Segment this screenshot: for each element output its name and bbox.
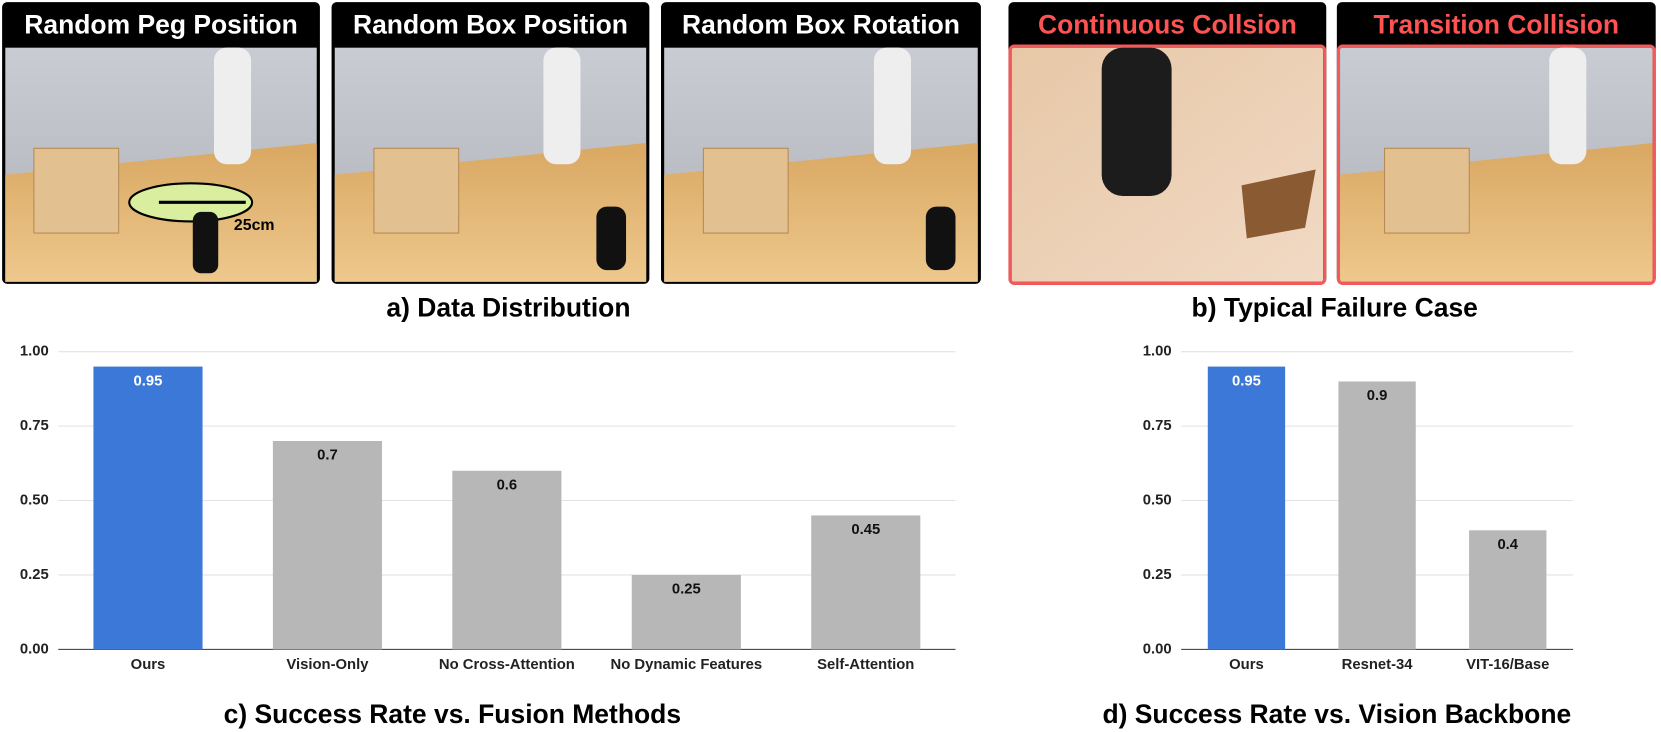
value-label: 0.4 [1497, 537, 1518, 553]
y-tick-label: 0.50 [20, 492, 49, 508]
peg [925, 206, 956, 271]
panel-title: Random Box Position [353, 9, 628, 39]
x-tick-label: No Cross-Attention [439, 657, 575, 673]
robot-arm [213, 47, 252, 165]
box [33, 147, 120, 234]
panel-title: Random Box Rotation [682, 9, 960, 39]
y-tick-label: 0.75 [20, 418, 49, 434]
box [702, 147, 789, 234]
x-tick-label: No Dynamic Features [611, 657, 763, 673]
peg [596, 206, 627, 271]
y-tick-label: 0.50 [1143, 492, 1172, 508]
hole [1241, 169, 1316, 239]
chart-title: d) Success Rate vs. Vision Backbone [1102, 699, 1571, 729]
y-tick-label: 1.00 [20, 344, 49, 360]
y-tick-label: 1.00 [1143, 344, 1172, 360]
bar [1338, 381, 1416, 650]
x-tick-label: Vision-Only [286, 657, 369, 673]
caption: a) Data Distribution [386, 292, 630, 322]
chart-title: c) Success Rate vs. Fusion Methods [224, 699, 681, 729]
annotation: 25cm [234, 217, 275, 234]
x-tick-label: Ours [131, 657, 166, 673]
box [373, 147, 460, 234]
y-tick-label: 0.25 [20, 567, 49, 583]
value-label: 0.95 [134, 373, 163, 389]
bar [1207, 366, 1286, 650]
x-tick-label: Ours [1229, 657, 1264, 673]
x-tick-label: Resnet-34 [1342, 657, 1414, 673]
peg [192, 211, 219, 274]
bar [452, 470, 562, 650]
x-tick-label: Self-Attention [817, 657, 914, 673]
value-label: 0.7 [317, 448, 338, 464]
bar [811, 515, 921, 650]
value-label: 0.95 [1232, 373, 1261, 389]
failure-border [1336, 44, 1656, 285]
peg [1101, 47, 1172, 196]
bar [272, 440, 382, 650]
y-tick-label: 0.00 [20, 641, 49, 657]
x-tick-label: VIT-16/Base [1466, 657, 1549, 673]
bar [1469, 530, 1547, 650]
y-tick-label: 0.25 [1143, 567, 1172, 583]
box [1383, 147, 1470, 234]
bar [93, 366, 203, 650]
panel-title: Continuous Collsion [1038, 9, 1297, 39]
bar [631, 574, 741, 650]
failure-border [1008, 44, 1327, 285]
value-label: 0.45 [851, 522, 880, 538]
value-label: 0.6 [497, 478, 518, 494]
robot-arm [543, 47, 581, 165]
value-label: 0.25 [672, 582, 701, 598]
value-label: 0.9 [1367, 388, 1388, 404]
caption: b) Typical Failure Case [1192, 292, 1478, 322]
y-tick-label: 0.00 [1143, 641, 1172, 657]
robot-arm [1549, 47, 1587, 165]
panel-title: Transition Collision [1373, 9, 1619, 39]
panel-title: Random Peg Position [24, 9, 298, 39]
y-tick-label: 0.75 [1143, 418, 1172, 434]
robot-arm [873, 47, 912, 165]
